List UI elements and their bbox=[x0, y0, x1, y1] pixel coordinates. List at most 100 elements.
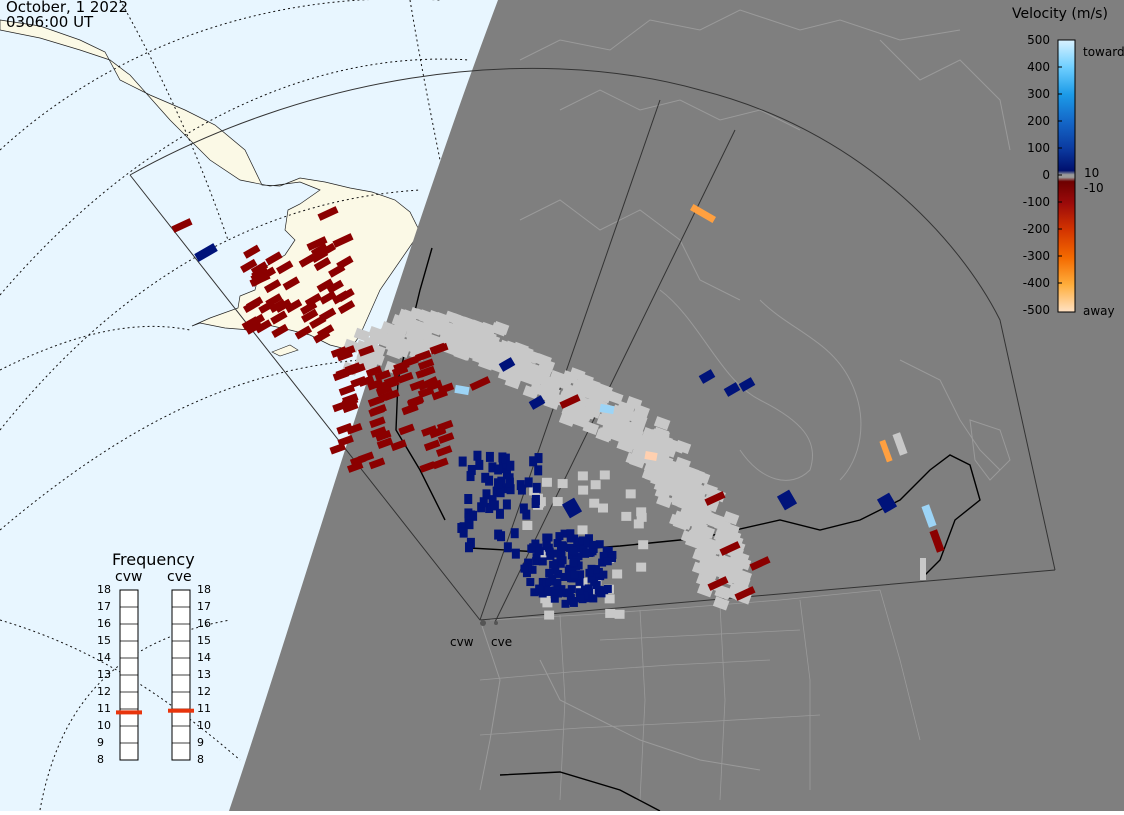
scatter-cell bbox=[542, 533, 551, 542]
scatter-cell bbox=[458, 456, 467, 467]
night-region bbox=[229, 0, 1124, 811]
scatter-cell bbox=[553, 578, 562, 587]
scatter-cell bbox=[567, 585, 576, 594]
velocity-inner-tick-neg: -10 bbox=[1084, 181, 1104, 195]
frequency-scale-label: 16 bbox=[197, 617, 211, 630]
scatter-cell bbox=[432, 342, 449, 355]
scatter-cell bbox=[557, 479, 568, 489]
scatter-cell bbox=[576, 594, 585, 603]
scatter-cell bbox=[495, 508, 504, 519]
scatter-cell bbox=[578, 485, 589, 495]
scatter-cell bbox=[879, 439, 893, 463]
scatter-cell bbox=[545, 569, 554, 578]
velocity-tick-label: -400 bbox=[1022, 276, 1050, 290]
scatter-cell bbox=[496, 487, 505, 498]
scatter-cell bbox=[245, 320, 263, 335]
scatter-cell bbox=[589, 540, 598, 549]
scatter-cell bbox=[561, 497, 583, 519]
scatter-cell bbox=[368, 351, 385, 366]
scatter-cell bbox=[549, 560, 558, 569]
velocity-colorbar bbox=[1057, 39, 1076, 313]
scatter-cell bbox=[503, 542, 512, 553]
scatter-cell bbox=[254, 319, 272, 334]
frequency-scale-label: 16 bbox=[97, 617, 111, 630]
scatter-cell bbox=[309, 314, 327, 330]
scatter-cell bbox=[522, 509, 531, 520]
scatter-cell bbox=[567, 551, 576, 560]
scatter-cell bbox=[577, 525, 588, 535]
scatter-cell bbox=[485, 451, 494, 462]
scatter-cell bbox=[621, 511, 632, 521]
scatter-cell bbox=[240, 258, 258, 273]
radar-label-cvw: cvw bbox=[450, 635, 474, 649]
scatter-cell bbox=[560, 572, 569, 581]
scatter-cell bbox=[459, 527, 468, 538]
scatter-cell bbox=[374, 369, 392, 382]
scatter-cell bbox=[481, 472, 490, 483]
scatter-cell bbox=[494, 478, 503, 489]
scatter-cell bbox=[542, 537, 551, 546]
scatter-cell bbox=[569, 546, 578, 555]
scatter-cell bbox=[464, 542, 473, 553]
scatter-cell bbox=[526, 578, 535, 587]
scatter-cell bbox=[241, 316, 259, 331]
scatter-cell bbox=[367, 378, 384, 391]
scatter-cell bbox=[552, 497, 563, 507]
scatter-cell bbox=[704, 491, 726, 506]
scatter-cell bbox=[538, 577, 547, 586]
scatter-cell bbox=[358, 375, 375, 387]
scatter-cell bbox=[464, 494, 473, 505]
scatter-cell bbox=[370, 426, 387, 438]
radar-site-cvw bbox=[480, 620, 486, 626]
scatter-cell bbox=[543, 385, 561, 400]
scatter-cell bbox=[431, 388, 448, 401]
scatter-cell bbox=[749, 556, 771, 571]
scatter-cell bbox=[597, 503, 608, 513]
scatter-cell bbox=[604, 594, 615, 604]
scatter-cell bbox=[506, 460, 515, 471]
scatter-cell bbox=[494, 529, 503, 540]
scatter-cell bbox=[337, 300, 356, 315]
scatter-cell bbox=[614, 609, 625, 619]
scatter-cell bbox=[504, 375, 522, 390]
scatter-cell bbox=[506, 484, 515, 495]
scatter-cell bbox=[653, 416, 671, 431]
scatter-cell bbox=[520, 564, 529, 573]
frequency-scale-label: 9 bbox=[97, 736, 104, 749]
scatter-cell bbox=[368, 405, 385, 418]
scatter-cell bbox=[510, 528, 519, 539]
scatter-cell bbox=[724, 529, 742, 544]
night-coastlines bbox=[479, 9, 1011, 791]
frequency-scale-label: 11 bbox=[197, 702, 211, 715]
scatter-cell bbox=[582, 420, 600, 436]
scatter-cell bbox=[332, 233, 354, 248]
scatter-cell bbox=[555, 532, 564, 541]
scatter-cell bbox=[513, 349, 530, 364]
scatter-cell bbox=[465, 519, 474, 530]
frequency-scale-label: 17 bbox=[197, 600, 211, 613]
scatter-cell bbox=[553, 549, 562, 558]
scatter-cell bbox=[522, 385, 540, 400]
scatter-cell bbox=[561, 599, 570, 608]
scatter-cell bbox=[589, 594, 598, 603]
scatter-cell bbox=[531, 498, 540, 509]
scatter-cell bbox=[644, 451, 658, 461]
scatter-cell bbox=[402, 403, 419, 415]
scatter-cell bbox=[390, 439, 407, 452]
velocity-scale-title: Velocity (m/s) bbox=[1012, 6, 1108, 22]
scatter-cell bbox=[432, 457, 449, 470]
scatter-cell bbox=[490, 500, 499, 511]
velocity-inner-tick-pos: 10 bbox=[1084, 166, 1100, 180]
frequency-scale-label: 12 bbox=[197, 685, 211, 698]
frequency-scale-label: 15 bbox=[197, 634, 211, 647]
scatter-cell bbox=[346, 422, 363, 435]
scatter-cell bbox=[398, 423, 415, 436]
scatter-cell bbox=[606, 390, 624, 405]
scatter-cell bbox=[469, 510, 478, 521]
scatter-cell bbox=[492, 320, 510, 336]
scatter-cell bbox=[171, 218, 193, 233]
scatter-cell bbox=[554, 589, 563, 598]
velocity-colorbar-ticks bbox=[1058, 66, 1062, 284]
scatter-cell bbox=[566, 529, 575, 538]
scatter-cell bbox=[393, 360, 410, 373]
